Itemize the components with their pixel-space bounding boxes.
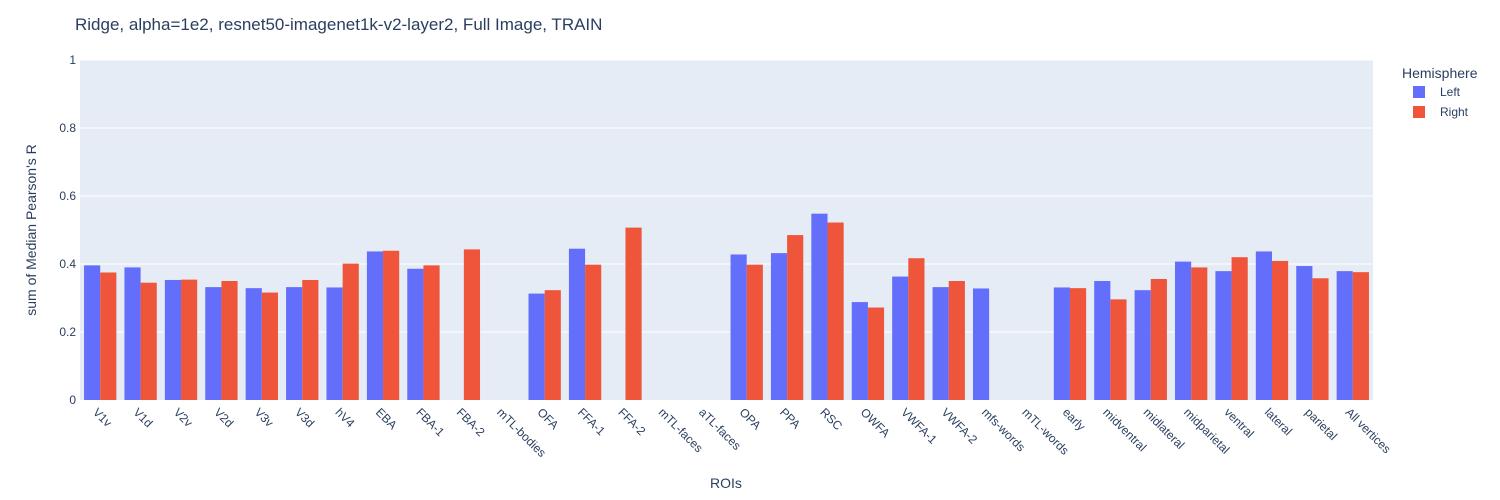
bar-left-ffa-1[interactable] xyxy=(568,248,586,400)
bar-right-fba-1[interactable] xyxy=(423,265,440,400)
bar-right-v1v[interactable] xyxy=(100,272,117,401)
bar-left-v1d[interactable] xyxy=(124,267,141,400)
bar-left-owfa[interactable] xyxy=(851,302,868,400)
x-tick-label: ventral xyxy=(1221,405,1256,440)
x-tick-label: OWFA xyxy=(858,405,893,440)
bar-right-v2d[interactable] xyxy=(221,281,238,400)
bar-left-vwfa-1[interactable] xyxy=(892,276,909,400)
legend-label-right[interactable]: Right xyxy=(1440,105,1469,119)
bar-right-midparietal[interactable] xyxy=(1191,267,1208,400)
y-ticks: 0 0.2 0.4 0.6 0.8 1 xyxy=(59,53,76,407)
x-tick-label: RSC xyxy=(817,405,845,433)
bar-right-v3v[interactable] xyxy=(261,292,278,400)
y-tick-label: 0.6 xyxy=(59,189,76,203)
x-tick-label: All vertices xyxy=(1343,405,1394,456)
bar-right-lateral[interactable] xyxy=(1271,260,1289,400)
x-tick-label: V2d xyxy=(211,405,236,430)
bar-left-ppa[interactable] xyxy=(770,253,788,400)
x-axis-title: ROIs xyxy=(710,475,742,491)
bar-left-ofa[interactable] xyxy=(528,293,545,400)
bar-left-vwfa-2[interactable] xyxy=(932,287,949,400)
bar-left-v1v[interactable] xyxy=(84,265,101,400)
x-tick-label: FBA-2 xyxy=(454,405,488,439)
bar-left-v2v[interactable] xyxy=(164,279,182,400)
bar-left-rsc[interactable] xyxy=(811,213,828,400)
x-tick-label: VWFA-2 xyxy=(939,405,981,447)
bar-right-parietal[interactable] xyxy=(1312,278,1329,400)
bar-left-parietal[interactable] xyxy=(1296,266,1313,400)
legend-label-left[interactable]: Left xyxy=(1440,85,1461,99)
y-tick-label: 0.2 xyxy=(59,325,76,339)
bar-right-v3d[interactable] xyxy=(302,279,319,400)
x-tick-label: PPA xyxy=(777,405,803,431)
x-tick-label: EBA xyxy=(373,405,400,432)
x-tick-label: FFA-2 xyxy=(615,405,648,438)
y-axis-title: sum of Median Pearson's R xyxy=(23,144,39,316)
x-ticks: V1v V1d V2v V2d V3v V3d hV4 EBA FBA-1 FBA-2 mTL-bo… xyxy=(90,405,1394,460)
bar-right-vwfa-2[interactable] xyxy=(948,281,965,400)
bar-left-midparietal[interactable] xyxy=(1175,261,1192,400)
bar-right-fba-2[interactable] xyxy=(463,249,481,400)
x-tick-label: V1d xyxy=(130,405,155,430)
legend[interactable]: Hemisphere Left Right xyxy=(1402,65,1478,119)
bar-right-ofa[interactable] xyxy=(544,290,561,400)
x-tick-label: early xyxy=(1060,405,1088,433)
x-tick-label: lateral xyxy=(1262,405,1295,438)
bar-left-early[interactable] xyxy=(1053,287,1070,400)
x-tick-label: OFA xyxy=(535,405,562,432)
x-tick-label: VWFA-1 xyxy=(898,405,940,447)
bar-left-mfs-words[interactable] xyxy=(972,288,990,400)
x-tick-label: FFA-1 xyxy=(575,405,608,438)
bar-right-ffa-1[interactable] xyxy=(585,264,602,400)
bar-left-all-vertices[interactable] xyxy=(1336,271,1353,400)
bar-right-eba[interactable] xyxy=(383,250,400,400)
bar-right-midlateral[interactable] xyxy=(1150,278,1167,400)
x-tick-label: V3d xyxy=(292,405,317,430)
legend-title: Hemisphere xyxy=(1402,65,1478,81)
bar-left-v3d[interactable] xyxy=(286,287,303,400)
bar-left-midventral[interactable] xyxy=(1094,281,1111,400)
bars xyxy=(84,213,1369,401)
bar-right-ventral[interactable] xyxy=(1231,257,1248,400)
legend-swatch-right[interactable] xyxy=(1413,106,1425,118)
chart-title: Ridge, alpha=1e2, resnet50-imagenet1k-v2… xyxy=(75,15,602,34)
bar-right-ffa-2[interactable] xyxy=(625,227,642,400)
y-tick-label: 0.4 xyxy=(59,257,76,271)
x-tick-label: V2v xyxy=(171,405,196,430)
bar-right-ppa[interactable] xyxy=(787,235,804,400)
bar-right-early[interactable] xyxy=(1069,288,1087,400)
x-tick-label: V3v xyxy=(252,405,277,430)
y-tick-label: 0.8 xyxy=(59,121,76,135)
bar-right-opa[interactable] xyxy=(746,264,763,400)
x-tick-label: parietal xyxy=(1302,405,1340,443)
bar-right-vwfa-1[interactable] xyxy=(908,258,925,400)
bar-left-lateral[interactable] xyxy=(1255,251,1272,400)
x-tick-label: hV4 xyxy=(333,405,358,430)
bar-right-v1d[interactable] xyxy=(140,282,157,400)
bar-left-midlateral[interactable] xyxy=(1134,290,1151,400)
bar-right-hv4[interactable] xyxy=(342,263,359,400)
bar-right-all-vertices[interactable] xyxy=(1352,272,1369,400)
bar-left-opa[interactable] xyxy=(730,254,747,400)
bar-left-v2d[interactable] xyxy=(205,287,222,400)
bar-left-v3v[interactable] xyxy=(245,288,262,400)
x-tick-label: V1v xyxy=(90,405,115,430)
x-tick-label: OPA xyxy=(737,405,764,432)
bar-right-v2v[interactable] xyxy=(181,279,198,400)
x-tick-label: FBA-1 xyxy=(413,405,447,439)
bar-left-hv4[interactable] xyxy=(326,287,343,400)
bar-left-ventral[interactable] xyxy=(1215,271,1232,400)
bar-left-eba[interactable] xyxy=(366,251,384,400)
y-tick-label: 0 xyxy=(69,393,76,407)
legend-swatch-left[interactable] xyxy=(1413,86,1425,98)
y-tick-label: 1 xyxy=(69,53,76,67)
bar-right-owfa[interactable] xyxy=(867,307,885,400)
bar-right-midventral[interactable] xyxy=(1110,299,1127,400)
bar-left-fba-1[interactable] xyxy=(407,268,424,400)
bar-right-rsc[interactable] xyxy=(827,222,844,400)
